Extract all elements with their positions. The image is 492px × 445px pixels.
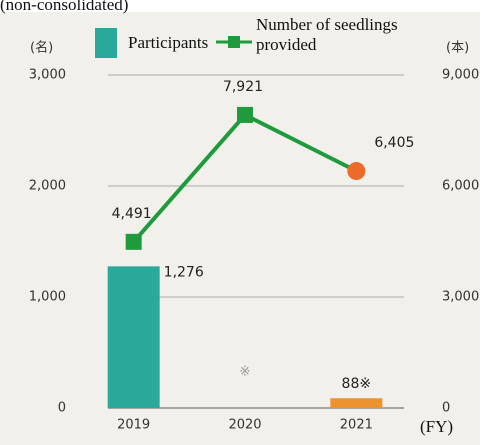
legend-swatch [228, 36, 240, 48]
y2-tick-label: 6,000 [442, 179, 479, 194]
line-marker [347, 162, 366, 181]
y2-tick-label: 9,000 [442, 68, 479, 83]
legend-label: Number of seedlings provided [256, 15, 398, 54]
bar-value-label: 88※ [342, 376, 372, 392]
y-tick-label: 3,000 [29, 68, 66, 83]
x-unit: (FY) [420, 417, 453, 436]
y-tick-label: 0 [58, 401, 66, 416]
bar-value-label: ※ [240, 365, 251, 380]
x-tick-label: 2021 [340, 418, 373, 433]
x-tick-label: 2020 [228, 418, 261, 433]
chart-subtitle: (non-consolidated) [0, 0, 128, 14]
line-value-label: 7,921 [223, 79, 263, 95]
bar-value-label: 1,276 [164, 264, 204, 280]
y-tick-label: 1,000 [29, 290, 66, 305]
line-value-label: 4,491 [112, 206, 152, 222]
y-unit: (名) [30, 40, 53, 56]
y2-tick-label: 3,000 [442, 290, 479, 305]
line-marker [125, 233, 142, 250]
legend-label: Participants [128, 33, 208, 52]
bar [330, 398, 383, 408]
y-tick-label: 2,000 [29, 179, 66, 194]
x-tick-label: 2019 [117, 418, 150, 433]
legend-swatch [95, 28, 117, 58]
line-marker [237, 106, 253, 123]
chart-panel [0, 12, 480, 445]
bar [107, 266, 160, 408]
line-value-label: 6,405 [374, 135, 414, 151]
y2-unit: (本) [446, 41, 469, 56]
y2-tick-label: 0 [442, 401, 450, 416]
